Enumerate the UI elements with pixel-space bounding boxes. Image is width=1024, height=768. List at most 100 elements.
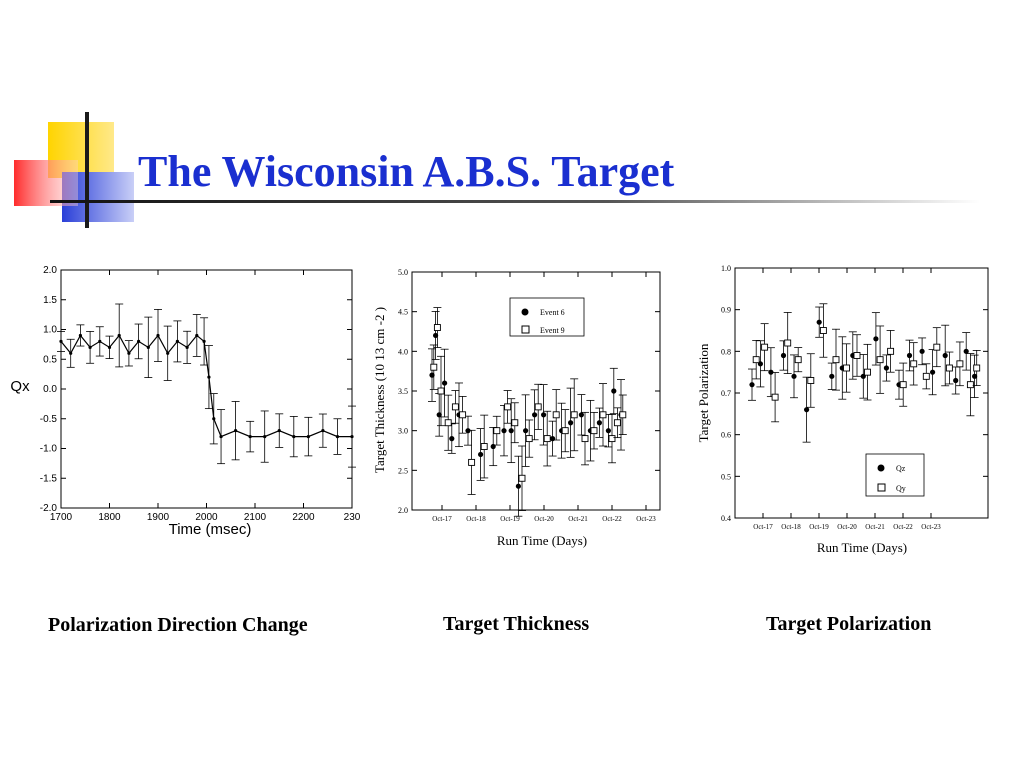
data-point-square (922, 372, 930, 380)
data-point-square (887, 347, 895, 355)
plot-frame (60, 269, 353, 509)
x-tick-label: Oct-19 (809, 523, 829, 531)
data-point (436, 412, 442, 418)
data-point (942, 352, 948, 359)
data-point-square (570, 411, 578, 419)
logo-red-square (14, 160, 78, 206)
y-tick-label: 0.4 (721, 514, 731, 523)
legend-box (865, 453, 925, 497)
data-point (906, 352, 913, 359)
y-tick-label: 0.8 (721, 347, 731, 356)
data-point (478, 451, 484, 458)
y-tick-label: 5.0 (398, 268, 408, 277)
data-point-square (761, 343, 769, 351)
x-tick-label: Oct-19 (500, 515, 520, 523)
data-point (804, 407, 810, 413)
x-tick-label: 2100 (244, 512, 267, 523)
legend-marker-square (877, 483, 886, 492)
data-point (883, 365, 889, 371)
data-point (749, 382, 755, 388)
x-tick-label: Oct-18 (781, 523, 801, 531)
x-axis-label: Time (msec) (169, 521, 252, 538)
data-point-square (899, 381, 907, 389)
y-tick-label: -2.0 (40, 503, 58, 514)
data-point-square (752, 356, 760, 364)
data-point (523, 428, 529, 434)
data-point-square (437, 387, 445, 395)
logo-vertical-bar (85, 112, 89, 228)
data-point-square (771, 393, 779, 401)
y-tick-label: 0.9 (721, 306, 731, 315)
data-point (433, 332, 439, 339)
caption-target-polarization: Target Polarization (766, 613, 932, 635)
y-tick-label: 3.5 (398, 387, 408, 396)
legend-label: Event 6 (540, 308, 565, 317)
legend-marker-circle (877, 464, 885, 472)
y-tick-label: 0.5 (43, 354, 57, 365)
y-tick-label: 1.0 (43, 325, 57, 336)
x-tick-label: Oct-18 (466, 515, 486, 523)
data-point-square (784, 339, 792, 347)
legend-label: Qy (896, 484, 906, 493)
data-point (611, 388, 617, 394)
slide-title: The Wisconsin A.B.S. Target (138, 147, 675, 196)
x-tick-label: Oct-21 (865, 523, 885, 531)
data-point-square (832, 356, 840, 364)
x-tick-label: Oct-22 (893, 523, 913, 531)
y-tick-label: 4.0 (398, 347, 408, 356)
x-axis-label: Run Time (Days) (497, 533, 587, 548)
data-point-square (444, 419, 452, 427)
title-rule (50, 200, 980, 203)
data-point-square (511, 419, 519, 427)
data-point (791, 373, 797, 379)
x-tick-label: Oct-22 (602, 515, 622, 523)
data-point-square (459, 411, 467, 419)
data-point (816, 319, 822, 325)
data-point (508, 428, 514, 434)
data-point (780, 352, 787, 359)
plot-frame (734, 267, 989, 519)
legend-marker-square (521, 325, 530, 334)
data-point-square (973, 364, 981, 372)
data-point (515, 483, 521, 489)
data-point-square (945, 364, 953, 372)
data-point (429, 372, 435, 378)
y-tick-label: 4.5 (398, 308, 408, 317)
y-tick-label: 0.0 (43, 384, 57, 395)
data-point-square (552, 411, 560, 419)
data-point-square (525, 435, 533, 443)
data-point (568, 420, 574, 426)
y-axis-label: Target Polarization (696, 343, 711, 442)
data-point (930, 369, 936, 375)
series-line (60, 334, 352, 438)
data-point-square (561, 427, 569, 435)
caption-polarization-direction: Polarization Direction Change (48, 614, 308, 636)
data-point-square (933, 343, 941, 351)
data-point-square (853, 352, 861, 359)
y-tick-label: 0.7 (721, 389, 731, 398)
data-point-square (433, 324, 441, 331)
data-point (501, 428, 507, 434)
y-axis-label: Qx (10, 378, 30, 395)
data-point (768, 369, 774, 375)
data-point (829, 373, 835, 379)
x-tick-label: Oct-17 (753, 523, 773, 531)
y-tick-label: 0.5 (721, 472, 731, 481)
caption-target-thickness: Target Thickness (443, 613, 590, 635)
data-point (578, 412, 584, 418)
x-tick-label: Oct-23 (636, 515, 656, 523)
x-tick-label: 2000 (195, 512, 218, 523)
data-point-square (876, 356, 884, 364)
x-tick-label: 2200 (292, 512, 315, 523)
x-tick-label: Oct-17 (432, 515, 452, 523)
data-point-square (807, 377, 815, 384)
data-point (972, 373, 978, 379)
data-point-square (504, 403, 512, 411)
data-point (953, 377, 959, 384)
x-tick-label: 1700 (50, 512, 73, 523)
x-tick-label: Oct-21 (568, 515, 588, 523)
data-point (541, 412, 547, 418)
x-tick-label: 1800 (98, 512, 121, 523)
data-point-square (966, 381, 974, 389)
y-tick-label: 3.0 (398, 427, 408, 436)
